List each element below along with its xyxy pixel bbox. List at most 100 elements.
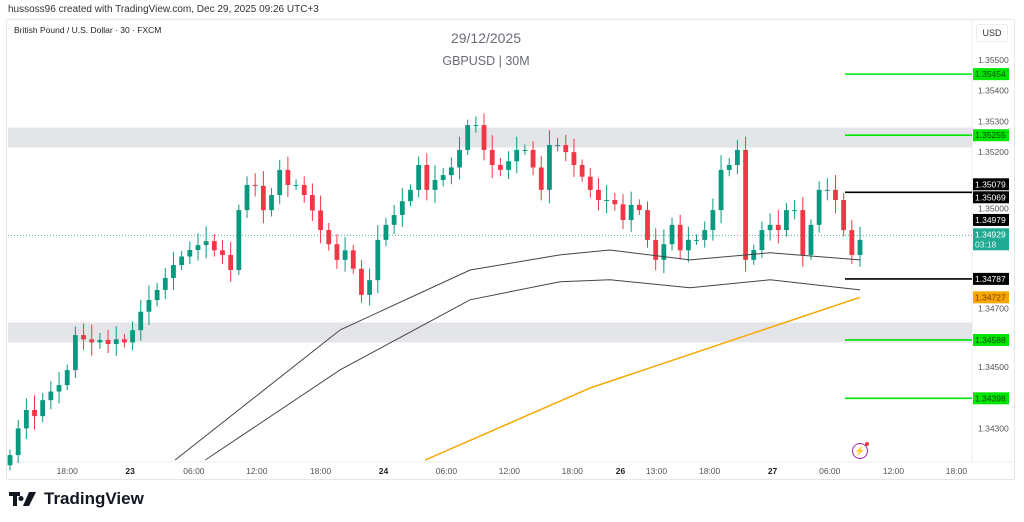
watermark-pair: GBPUSD | 30M: [442, 54, 530, 68]
level-label-bg: [973, 68, 1009, 81]
candle-body: [677, 224, 683, 251]
candle-body: [694, 239, 699, 241]
price-tick-label: 1.35300: [978, 116, 1009, 126]
candle-body: [775, 224, 781, 231]
axis-price-label: 1.34727: [975, 292, 1006, 302]
candle-body: [702, 230, 708, 240]
candle-body: [800, 210, 806, 255]
brand-name: TradingView: [44, 489, 144, 508]
candle-body: [416, 164, 422, 190]
candle-body: [522, 149, 528, 151]
candle-body: [146, 300, 152, 312]
time-tick-label: 24: [379, 466, 389, 476]
candle-body: [211, 241, 217, 251]
candle-body: [547, 145, 552, 190]
candle-body: [228, 254, 234, 270]
candle-body: [408, 189, 413, 202]
candle-body: [669, 224, 675, 245]
time-tick-label: 26: [616, 466, 626, 476]
candle-body: [310, 195, 315, 211]
candle-body: [481, 125, 487, 150]
candle-body: [64, 370, 70, 386]
sr-zone-1: [8, 322, 972, 343]
candle-body: [751, 250, 757, 260]
candle-body: [130, 330, 135, 343]
sr-zone-0: [8, 127, 972, 148]
candle-body: [457, 149, 462, 168]
candle-body: [399, 201, 405, 216]
candle-body: [816, 189, 822, 225]
candle-body: [759, 230, 765, 251]
time-tick-label: 06:00: [436, 466, 458, 476]
candle-body: [645, 210, 650, 240]
level-label-bg: [973, 191, 1009, 204]
candle-body: [269, 195, 274, 211]
candle-body: [56, 385, 62, 392]
time-tick-label: 18:00: [699, 466, 721, 476]
time-tick-label: 18:00: [57, 466, 79, 476]
candle-body: [743, 149, 748, 260]
candle-body: [260, 185, 266, 211]
candle-body: [604, 199, 610, 201]
time-tick-label: 12:00: [246, 466, 268, 476]
candle-body: [97, 339, 103, 343]
candle-body: [538, 167, 544, 190]
candle-body: [596, 189, 601, 200]
axis-price-label-bg: [973, 213, 1009, 226]
candle-body: [154, 289, 160, 301]
candle-body: [32, 409, 37, 417]
candle-body: [293, 184, 299, 186]
level-label-bg: [973, 129, 1009, 142]
candle-body: [628, 204, 634, 220]
candle-body: [808, 224, 814, 255]
level-label: 1.34398: [975, 393, 1006, 403]
candle-body: [138, 311, 144, 331]
candle-body: [285, 169, 291, 185]
candle-body: [514, 149, 520, 162]
candle-body: [391, 215, 397, 225]
candle-body: [661, 244, 667, 260]
time-tick-label: 18:00: [946, 466, 968, 476]
tradingview-logo[interactable]: TradingView: [9, 489, 144, 509]
price-tick-label: 1.35500: [978, 55, 1009, 65]
candle-body: [432, 180, 438, 190]
candle-body: [48, 391, 54, 401]
price-tick-label: 1.35000: [978, 204, 1009, 214]
candle-body: [530, 149, 536, 168]
candle-body: [383, 224, 389, 240]
time-tick-label: 12:00: [499, 466, 521, 476]
price-tick-label: 1.35200: [978, 147, 1009, 157]
candle-body: [179, 256, 185, 266]
axis-price-label-bg: [973, 178, 1009, 191]
level-label: 1.35255: [975, 130, 1006, 140]
ma-long-line: [424, 296, 861, 461]
candle-body: [555, 145, 560, 147]
symbol-legend[interactable]: British Pound / U.S. Dollar · 30 · FXCM: [14, 25, 162, 35]
candle-body: [497, 164, 503, 170]
level-label: 1.34787: [975, 274, 1006, 284]
candle-body: [252, 184, 258, 186]
candle-body: [833, 189, 838, 200]
candle-body: [359, 268, 364, 295]
candle-body: [23, 409, 29, 429]
candle-body: [203, 241, 209, 246]
lightning-icon[interactable]: ⚡: [852, 442, 869, 459]
chart-credit: hussoss96 created with TradingView.com, …: [8, 4, 319, 15]
currency-button[interactable]: USD: [976, 24, 1008, 42]
price-tick-label: 1.34700: [978, 304, 1009, 314]
price-tick-label: 1.34500: [978, 362, 1009, 372]
candle-body: [195, 245, 201, 251]
time-tick-label: 23: [125, 466, 135, 476]
candle-body: [244, 184, 250, 211]
current-price-label: 1.34929: [975, 229, 1006, 239]
candle-body: [849, 230, 855, 255]
candle-body: [571, 152, 577, 165]
candle-body: [784, 210, 789, 231]
ma-lower-line: [205, 279, 861, 461]
time-tick-label: 06:00: [819, 466, 841, 476]
candle-body: [710, 210, 716, 231]
candle-body: [448, 167, 454, 176]
candle-body: [563, 145, 569, 153]
candle-body: [7, 455, 13, 466]
